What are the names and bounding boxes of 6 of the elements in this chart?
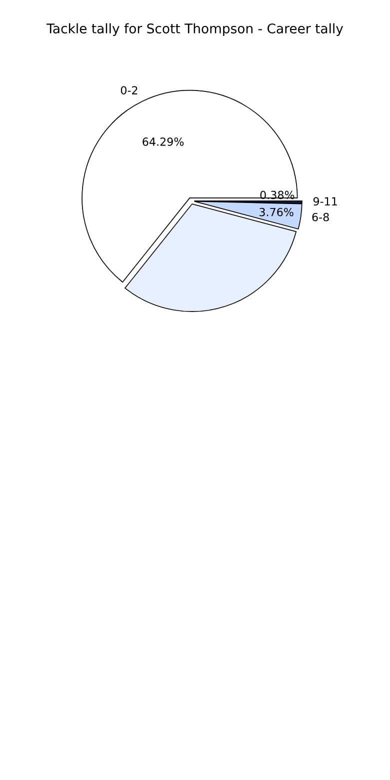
slice-label: 9-11	[313, 197, 337, 206]
slice-label: 6-8	[312, 212, 329, 222]
data-label: 3.76%	[260, 208, 294, 216]
slice-label: 0-2	[120, 86, 138, 94]
data-label: 64.29%	[142, 137, 184, 146]
chart-title: Tackle tally for Scott Thompson - Career tally	[46, 23, 344, 36]
